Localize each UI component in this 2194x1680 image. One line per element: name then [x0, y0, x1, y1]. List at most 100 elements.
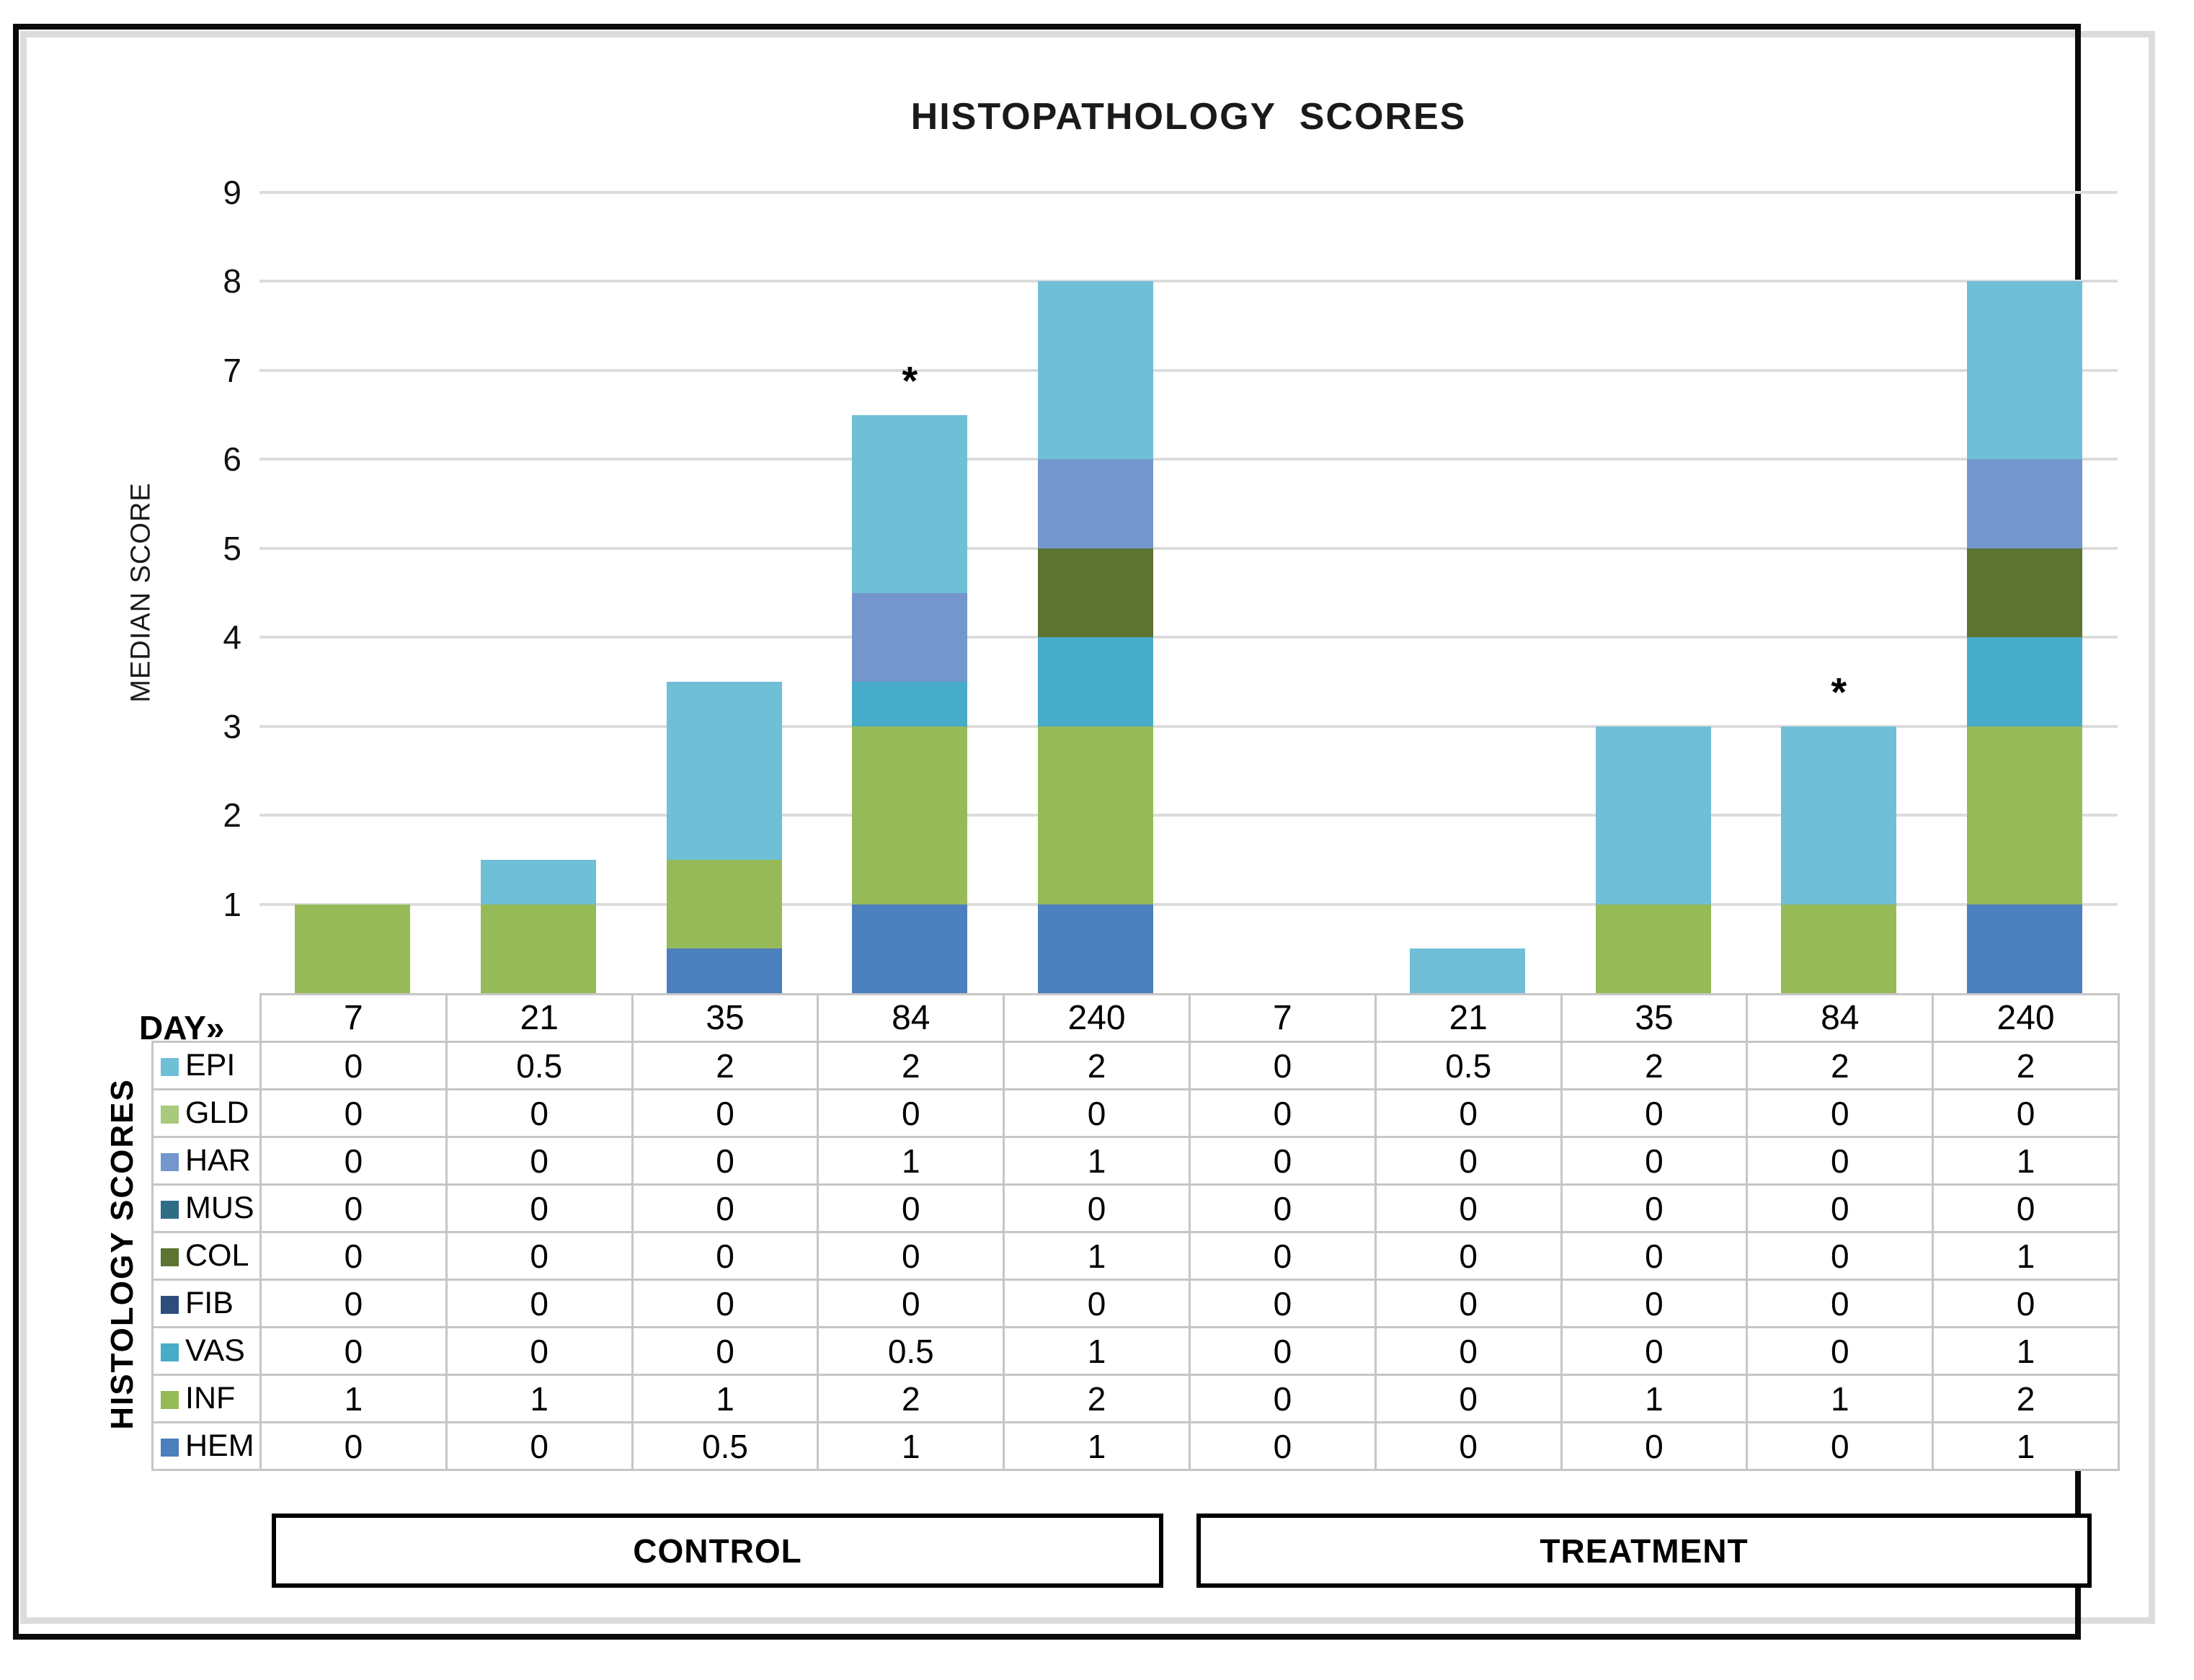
- score-cell: 0: [1374, 1374, 1563, 1423]
- gridline-y-6: [259, 458, 2118, 461]
- score-cell: 0: [259, 1136, 448, 1186]
- legend-cell-vas: VAS: [151, 1326, 262, 1376]
- table-row-gld: GLD 0 0 0 0 0 0 0 0 0 0: [151, 1088, 2120, 1138]
- score-cell: 1: [1003, 1326, 1191, 1376]
- score-cell: 0: [1560, 1088, 1749, 1138]
- score-cell: 2: [1746, 1041, 1935, 1090]
- bar-segment-epi-col4: [1038, 281, 1154, 460]
- score-cell: 2: [817, 1374, 1005, 1423]
- score-cell: 0: [445, 1326, 634, 1376]
- day-header-cell: 35: [631, 993, 820, 1043]
- score-cell: 0.5: [445, 1041, 634, 1090]
- bar-segment-epi-col3: [852, 414, 968, 593]
- gridline-y-7: [259, 368, 2118, 372]
- day-header-cell: 35: [1560, 993, 1749, 1043]
- score-cell: 0: [1003, 1183, 1191, 1233]
- score-cell: 0: [259, 1231, 448, 1281]
- day-header-cell: 7: [1188, 993, 1377, 1043]
- y-tick-label-8: 8: [223, 262, 241, 301]
- bar-segment-har-col3: [852, 592, 968, 682]
- score-cell: 0: [1374, 1231, 1563, 1281]
- table-row-hem: HEM 0 0 0.5 1 1 0 0 0 0 1: [151, 1421, 2120, 1471]
- bar-segment-inf-col7: [1595, 904, 1711, 993]
- day-header-cell: 7: [259, 993, 448, 1043]
- score-cell: 0: [1746, 1136, 1935, 1186]
- score-cell: 0: [259, 1183, 448, 1233]
- score-cell: 0: [1188, 1041, 1377, 1090]
- bar-segment-inf-col4: [1038, 726, 1154, 905]
- score-cell: 0: [1560, 1183, 1749, 1233]
- legend-cell-epi: EPI: [151, 1041, 262, 1090]
- bar-segment-epi-col2: [666, 681, 782, 860]
- legend-swatch-inf: [161, 1391, 179, 1409]
- score-cell: 0: [1560, 1421, 1749, 1471]
- table-row-vas: VAS 0 0 0 0.5 1 0 0 0 0 1: [151, 1326, 2120, 1376]
- gridline-y-4: [259, 636, 2118, 639]
- legend-cell-hem: HEM: [151, 1421, 262, 1471]
- score-cell: 1: [1003, 1136, 1191, 1186]
- score-cell: 0: [1188, 1279, 1377, 1328]
- score-cell: 0: [817, 1231, 1005, 1281]
- group-label-treatment: TREATMENT: [1540, 1532, 1749, 1570]
- bar-segment-har-col4: [1038, 459, 1154, 548]
- score-cell: 0: [1746, 1088, 1935, 1138]
- score-cell: 2: [1003, 1374, 1191, 1423]
- gridline-y-9: [259, 191, 2118, 195]
- significance-asterisk: *: [902, 357, 918, 404]
- y-tick-label-4: 4: [223, 618, 241, 657]
- table-row-fib: FIB 0 0 0 0 0 0 0 0 0 0: [151, 1279, 2120, 1328]
- score-cell: 0: [817, 1088, 1005, 1138]
- group-box-control: CONTROL: [272, 1514, 1163, 1588]
- score-cell: 0: [1560, 1279, 1749, 1328]
- legend-cell-col: COL: [151, 1231, 262, 1281]
- score-cell: 0: [1188, 1231, 1377, 1281]
- score-cell: 0: [259, 1421, 448, 1471]
- bar-segment-hem-col9: [1967, 904, 2083, 993]
- score-cell: 1: [1932, 1231, 2120, 1281]
- score-cell: 2: [817, 1041, 1005, 1090]
- day-header-cell: 240: [1932, 993, 2120, 1043]
- score-cell: 0: [631, 1279, 820, 1328]
- score-cell: 0: [1560, 1136, 1749, 1186]
- group-label-control: CONTROL: [633, 1532, 802, 1570]
- score-cell: 0: [1746, 1279, 1935, 1328]
- legend-label: GLD: [185, 1095, 249, 1130]
- day-header-cell: 21: [1374, 993, 1563, 1043]
- score-cell: 2: [1932, 1041, 2120, 1090]
- score-cell: 0: [1003, 1088, 1191, 1138]
- score-cell: 0: [1188, 1136, 1377, 1186]
- score-cell: 0: [631, 1231, 820, 1281]
- y-tick-label-9: 9: [223, 174, 241, 212]
- score-cell: 0: [1932, 1279, 2120, 1328]
- bar-segment-hem-col2: [666, 948, 782, 993]
- score-cell: 1: [817, 1136, 1005, 1186]
- legend-cell-gld: GLD: [151, 1088, 262, 1138]
- gridline-y-3: [259, 724, 2118, 728]
- score-cell: 0: [445, 1136, 634, 1186]
- score-cell: 0: [1560, 1326, 1749, 1376]
- score-cell: 1: [631, 1374, 820, 1423]
- score-cell: 0: [1746, 1183, 1935, 1233]
- score-cell: 1: [817, 1421, 1005, 1471]
- legend-cell-har: HAR: [151, 1136, 262, 1186]
- score-cell: 0: [1003, 1279, 1191, 1328]
- bar-segment-inf-col0: [294, 904, 410, 993]
- legend-swatch-col: [161, 1248, 179, 1266]
- legend-swatch-vas: [161, 1343, 179, 1361]
- gridline-y-5: [259, 546, 2118, 550]
- legend-label: INF: [185, 1381, 236, 1415]
- legend-swatch-hem: [161, 1439, 179, 1457]
- day-header-cell: 21: [445, 993, 634, 1043]
- score-cell: 0: [1374, 1326, 1563, 1376]
- bar-segment-epi-col8: [1781, 726, 1897, 905]
- score-cell: 0: [1374, 1421, 1563, 1471]
- bar-segment-vas-col3: [852, 681, 968, 726]
- legend-label: COL: [185, 1238, 249, 1273]
- y-axis-title: MEDIAN SCORE: [125, 482, 156, 703]
- score-cell: 0: [445, 1183, 634, 1233]
- bar-segment-inf-col1: [480, 904, 596, 993]
- score-cell: 0: [1746, 1421, 1935, 1471]
- score-cell: 1: [1932, 1326, 2120, 1376]
- legend-swatch-fib: [161, 1296, 179, 1314]
